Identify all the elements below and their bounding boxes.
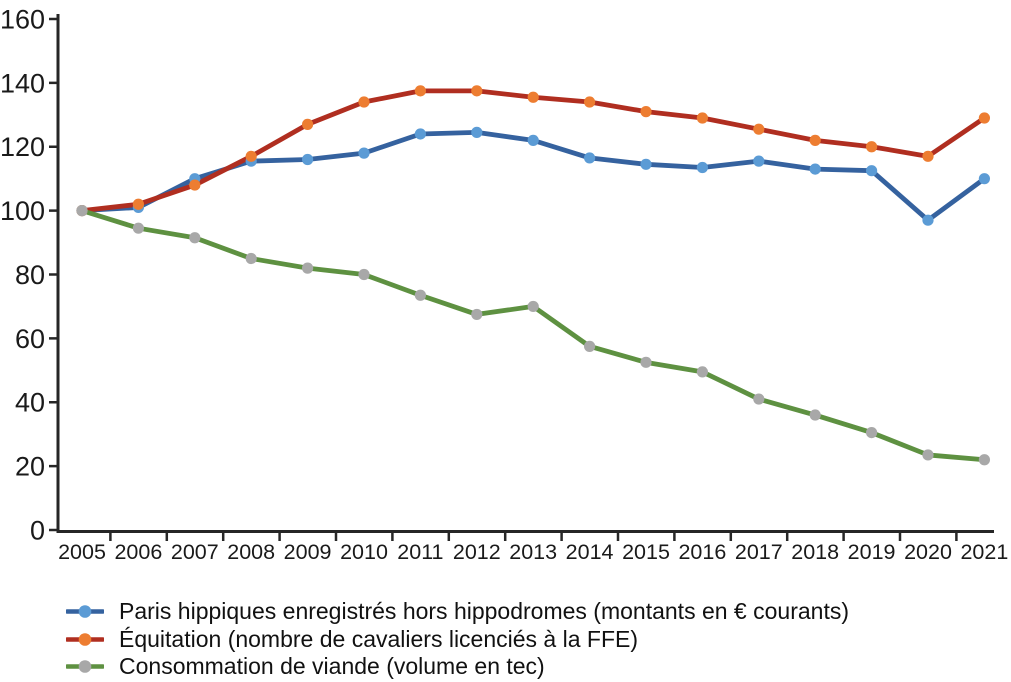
data-point-0-2021: [978, 173, 991, 185]
data-point-1-2018: [809, 134, 821, 146]
legend-item-paris-hippiques: Paris hippiques enregistrés hors hippodr…: [66, 598, 1011, 626]
data-point-2-2011: [414, 289, 426, 301]
legend-line-marker-icon: [66, 605, 104, 619]
data-point-2-2021: [978, 454, 991, 466]
x-tick-label: 2020: [904, 540, 952, 564]
data-point-1-2020: [922, 150, 934, 162]
data-point-1-2008: [245, 150, 257, 162]
data-point-2-2015: [640, 356, 652, 368]
series-line-2: [79, 208, 987, 463]
series-line-1: [79, 88, 987, 214]
data-point-1-2006: [132, 198, 144, 210]
data-point-2-2012: [471, 308, 483, 321]
data-point-2-2008: [245, 252, 257, 265]
data-point-2-2020: [922, 449, 934, 461]
data-point-0-2017: [753, 155, 765, 167]
data-point-0-2013: [527, 134, 539, 146]
x-tick-label: 2012: [453, 540, 501, 564]
x-tick-label: 2018: [791, 540, 839, 564]
data-point-2-2018: [809, 409, 821, 421]
x-tick-label: 2017: [735, 540, 783, 564]
x-tick-label: 2021: [960, 540, 1008, 564]
y-tick-label: 20: [15, 452, 45, 482]
data-point-2-2013: [527, 300, 539, 313]
data-point-1-2011: [414, 85, 426, 97]
legend-label: Consommation de viande (volume en tec): [119, 653, 545, 680]
legend-line-marker-icon: [66, 632, 104, 646]
data-point-2-2014: [584, 340, 596, 352]
data-point-0-2012: [471, 126, 483, 138]
legend-label: Équitation (nombre de cavaliers licencié…: [119, 625, 639, 652]
data-point-1-2009: [302, 118, 314, 130]
y-tick-label: 0: [30, 516, 45, 546]
data-point-2-2005: [76, 205, 88, 217]
data-point-2-2017: [753, 393, 765, 405]
x-tick-label: 2008: [227, 540, 275, 564]
y-tick-label: 140: [0, 68, 45, 98]
legend-item-consommation-viande: Consommation de viande (volume en tec): [66, 653, 1011, 681]
data-point-1-2015: [640, 106, 652, 118]
x-tick-label: 2014: [566, 540, 614, 564]
data-point-0-2010: [358, 147, 370, 159]
y-tick-label: 100: [0, 196, 45, 226]
data-point-0-2011: [414, 128, 426, 140]
data-point-2-2016: [696, 366, 709, 378]
data-point-1-2014: [584, 96, 596, 108]
y-tick-label: 160: [0, 4, 45, 34]
data-point-1-2013: [527, 91, 539, 103]
data-point-1-2007: [189, 179, 201, 191]
data-point-1-2019: [866, 141, 878, 153]
data-point-1-2021: [978, 112, 991, 124]
legend-item-equitation: Équitation (nombre de cavaliers licencié…: [66, 626, 1011, 654]
y-tick-label: 120: [0, 132, 45, 162]
y-tick-label: 60: [15, 324, 45, 354]
data-point-1-2016: [696, 112, 709, 124]
x-tick-label: 2019: [848, 540, 896, 564]
x-tick-label: 2007: [171, 540, 219, 564]
y-tick-label: 40: [15, 388, 45, 418]
x-tick-label: 2011: [397, 540, 443, 564]
data-point-0-2019: [866, 165, 878, 177]
data-point-0-2009: [302, 153, 314, 166]
x-tick-label: 2015: [622, 540, 670, 564]
line-chart: 0 20 40 60 80 100 120 140 160 2005 2006 2007 2008 200…: [0, 4, 1008, 564]
x-tick-label: 2006: [114, 540, 162, 564]
data-point-1-2017: [753, 123, 765, 135]
data-point-0-2018: [809, 163, 821, 175]
legend-label: Paris hippiques enregistrés hors hippodr…: [119, 598, 849, 625]
data-point-2-2019: [866, 426, 878, 439]
data-point-2-2009: [302, 262, 314, 274]
data-point-0-2020: [922, 214, 934, 226]
data-point-0-2014: [584, 152, 596, 164]
legend-line-marker-icon: [66, 660, 104, 674]
data-point-0-2015: [640, 158, 652, 170]
x-tick-label: 2009: [284, 540, 332, 564]
data-point-0-2016: [696, 161, 709, 174]
data-point-1-2010: [358, 96, 370, 108]
x-tick-label: 2010: [340, 540, 388, 564]
x-tick-label: 2005: [58, 540, 106, 564]
data-point-2-2010: [358, 268, 370, 281]
data-point-2-2007: [189, 232, 201, 244]
y-tick-label: 80: [15, 260, 45, 290]
chart-legend: Paris hippiques enregistrés hors hippodr…: [66, 598, 1011, 681]
x-tick-label: 2013: [509, 540, 557, 564]
data-point-1-2012: [471, 85, 483, 97]
x-tick-label: 2016: [678, 540, 726, 564]
data-point-2-2006: [132, 222, 144, 234]
